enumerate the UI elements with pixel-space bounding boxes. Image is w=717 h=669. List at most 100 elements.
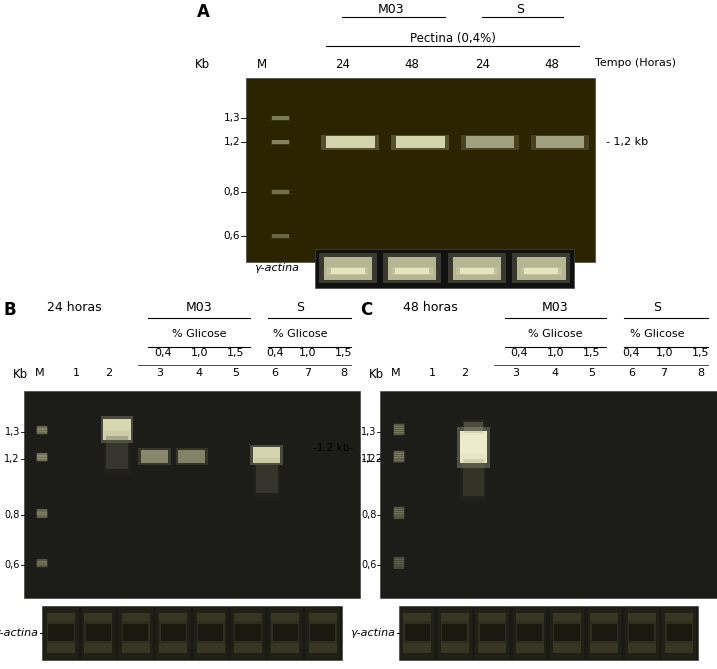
Bar	[466, 136, 514, 148]
Bar	[37, 458, 47, 462]
Text: 8: 8	[341, 368, 348, 378]
Text: Tempo (Horas): Tempo (Horas)	[595, 58, 675, 68]
Bar	[37, 564, 47, 567]
Text: γ-actina: γ-actina	[255, 264, 300, 273]
Bar	[394, 563, 404, 566]
Bar	[512, 254, 570, 283]
Bar	[478, 613, 506, 653]
Text: 4: 4	[552, 368, 559, 378]
Text: 24 horas: 24 horas	[47, 302, 102, 314]
Bar	[156, 607, 190, 659]
Bar	[158, 621, 189, 644]
Bar	[536, 136, 584, 148]
Text: 0,8: 0,8	[361, 510, 376, 520]
Bar	[392, 559, 404, 562]
Bar	[461, 134, 519, 150]
Text: % Glicose: % Glicose	[630, 329, 684, 339]
Bar	[627, 621, 657, 644]
Bar	[394, 451, 404, 454]
Bar	[394, 516, 404, 518]
Bar	[120, 621, 151, 644]
Bar	[457, 427, 490, 468]
Bar	[315, 249, 574, 288]
Bar	[176, 448, 208, 465]
Text: 5: 5	[588, 368, 595, 378]
Bar	[46, 621, 76, 644]
Bar	[447, 254, 505, 283]
Text: 2: 2	[105, 368, 112, 378]
Bar	[123, 624, 148, 641]
Bar	[531, 134, 589, 150]
Text: 1,2: 1,2	[224, 137, 240, 147]
Text: % Glicose: % Glicose	[172, 329, 227, 339]
Text: 1,5: 1,5	[692, 348, 709, 358]
Bar	[271, 116, 290, 121]
Text: 0,4: 0,4	[267, 348, 284, 358]
Bar	[516, 613, 543, 653]
Bar	[460, 268, 494, 274]
Bar	[326, 136, 375, 148]
Text: 0,8: 0,8	[4, 510, 20, 520]
Text: 7: 7	[304, 368, 311, 378]
Bar	[106, 436, 128, 469]
Text: 0,6: 0,6	[4, 560, 20, 570]
Bar	[394, 460, 404, 462]
Bar	[119, 607, 153, 659]
Bar	[394, 557, 404, 559]
Bar	[665, 613, 693, 653]
Text: 8: 8	[697, 368, 704, 378]
Text: 0,4: 0,4	[154, 348, 172, 358]
Bar	[590, 613, 618, 653]
Bar	[394, 513, 404, 516]
Bar	[392, 427, 404, 432]
Bar	[392, 423, 404, 427]
Bar	[138, 448, 171, 465]
Bar	[628, 613, 656, 653]
Bar	[629, 624, 655, 641]
Bar	[438, 607, 472, 659]
Bar	[101, 416, 133, 443]
Bar	[36, 457, 48, 462]
Bar	[245, 78, 595, 262]
Bar	[122, 613, 150, 653]
Bar	[394, 430, 404, 434]
Bar	[514, 621, 545, 644]
Bar	[394, 506, 404, 510]
Bar	[587, 607, 621, 659]
Text: 1,3: 1,3	[224, 113, 240, 123]
Text: 24: 24	[335, 58, 350, 70]
Text: % Glicose: % Glicose	[528, 329, 583, 339]
Bar	[37, 514, 47, 518]
Bar	[392, 508, 404, 512]
Bar	[271, 189, 290, 195]
Bar	[392, 425, 404, 429]
Bar	[37, 456, 47, 459]
Bar	[271, 233, 290, 239]
Bar	[475, 607, 509, 659]
Bar	[462, 459, 484, 496]
Bar	[517, 624, 542, 641]
Text: 48: 48	[545, 58, 559, 70]
Bar	[254, 458, 280, 497]
Text: M03: M03	[186, 302, 212, 314]
Bar	[394, 423, 404, 427]
Text: 1,5: 1,5	[336, 348, 353, 358]
Bar	[394, 432, 404, 436]
Bar	[392, 450, 404, 454]
Bar	[253, 448, 280, 463]
Bar	[309, 613, 337, 653]
Bar	[196, 621, 226, 644]
Text: % Glicose: % Glicose	[273, 329, 328, 339]
Bar	[37, 561, 47, 565]
Bar	[394, 559, 404, 562]
Bar	[36, 428, 48, 433]
Bar	[37, 431, 47, 434]
Bar	[524, 268, 559, 274]
Bar	[401, 607, 434, 659]
Bar	[553, 613, 581, 653]
Bar	[592, 624, 617, 641]
Text: 0,4: 0,4	[623, 348, 640, 358]
Bar	[24, 391, 360, 599]
Bar	[513, 607, 546, 659]
Bar	[399, 606, 698, 660]
